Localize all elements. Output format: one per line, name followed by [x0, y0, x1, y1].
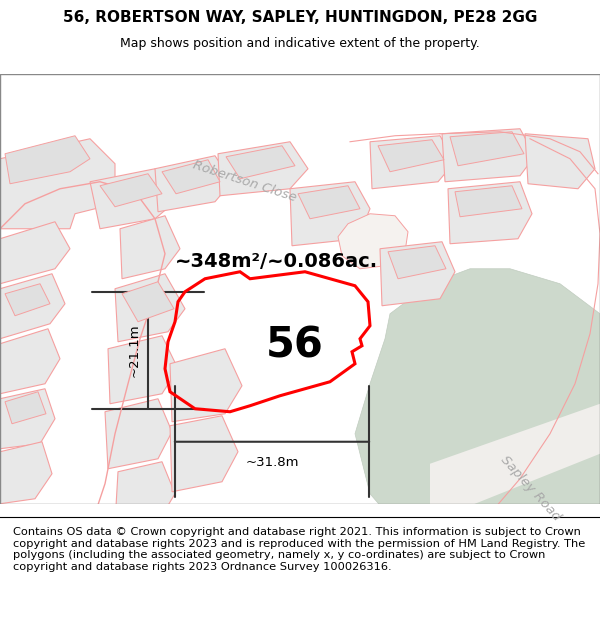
Polygon shape: [0, 442, 52, 504]
Polygon shape: [388, 246, 446, 279]
Polygon shape: [105, 399, 172, 469]
Polygon shape: [170, 416, 238, 492]
Polygon shape: [0, 274, 65, 339]
Polygon shape: [442, 129, 535, 182]
Text: Contains OS data © Crown copyright and database right 2021. This information is : Contains OS data © Crown copyright and d…: [13, 527, 586, 572]
Polygon shape: [0, 222, 70, 284]
Polygon shape: [108, 336, 178, 404]
Polygon shape: [338, 214, 408, 269]
Polygon shape: [115, 274, 185, 342]
Polygon shape: [90, 169, 175, 229]
Polygon shape: [450, 132, 524, 166]
Polygon shape: [370, 136, 455, 189]
Polygon shape: [290, 182, 370, 246]
Polygon shape: [162, 160, 220, 194]
Polygon shape: [430, 404, 600, 514]
Polygon shape: [380, 242, 455, 306]
Polygon shape: [218, 142, 308, 196]
Polygon shape: [455, 186, 522, 217]
Polygon shape: [226, 146, 295, 179]
Text: 56: 56: [266, 325, 324, 367]
Text: ~21.1m: ~21.1m: [128, 324, 141, 377]
Polygon shape: [122, 282, 174, 322]
Text: Robertson Close: Robertson Close: [191, 159, 298, 204]
Polygon shape: [355, 269, 600, 564]
Polygon shape: [120, 216, 180, 279]
Polygon shape: [5, 392, 46, 424]
Polygon shape: [448, 182, 532, 244]
Polygon shape: [170, 349, 242, 422]
Polygon shape: [0, 139, 115, 229]
Polygon shape: [0, 389, 55, 449]
Polygon shape: [115, 462, 175, 524]
Text: ~348m²/~0.086ac.: ~348m²/~0.086ac.: [175, 253, 378, 271]
Polygon shape: [5, 284, 50, 316]
Text: 56, ROBERTSON WAY, SAPLEY, HUNTINGDON, PE28 2GG: 56, ROBERTSON WAY, SAPLEY, HUNTINGDON, P…: [63, 9, 537, 24]
Polygon shape: [100, 174, 162, 207]
Polygon shape: [525, 134, 595, 189]
Polygon shape: [0, 329, 60, 394]
Text: ~31.8m: ~31.8m: [245, 456, 299, 469]
Text: Map shows position and indicative extent of the property.: Map shows position and indicative extent…: [120, 37, 480, 50]
Text: Sapley Road: Sapley Road: [497, 454, 562, 524]
Polygon shape: [155, 156, 232, 212]
Polygon shape: [298, 186, 360, 219]
Polygon shape: [378, 140, 444, 172]
Polygon shape: [5, 136, 90, 184]
